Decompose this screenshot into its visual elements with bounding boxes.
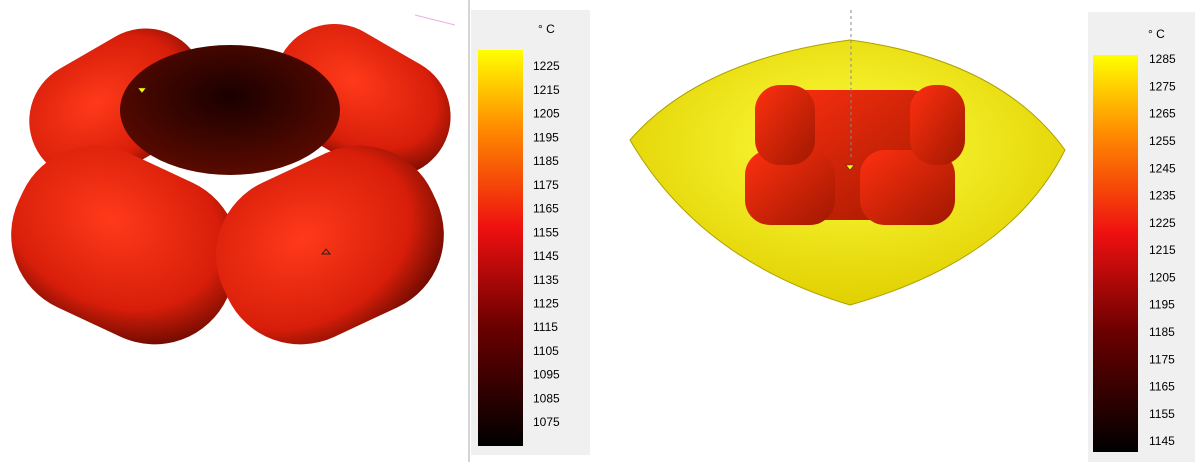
colorbar-left: ° C: [471, 10, 590, 455]
colorbar-tick-label: 1195: [1149, 298, 1175, 312]
colorbar-tick-label: 1165: [1149, 380, 1175, 394]
colorbar-tick-label: 1205: [1149, 270, 1176, 284]
colorbar-tick-label: 1095: [533, 368, 560, 382]
colorbar-tick-label: 1225: [1149, 216, 1176, 230]
colorbar-tick-label: 1085: [533, 391, 560, 405]
colorbar-tick-label: 1255: [1149, 134, 1176, 148]
colorbar-tick-label: 1205: [533, 107, 560, 121]
colorbar-tick-label: 1075: [533, 415, 560, 429]
colorbar-right: ° C: [1088, 12, 1195, 462]
colorbar-tick-label: 1235: [1149, 189, 1176, 203]
colorbar-tick-label: 1265: [1149, 107, 1176, 121]
colorbar-tick-label: 1115: [533, 320, 558, 334]
colorbar-tick-label: 1275: [1149, 79, 1176, 93]
colorbar-tick-label: 1225: [533, 59, 560, 73]
colorbar-tick-label: 1175: [533, 178, 559, 192]
colorbar-tick-label: 1105: [533, 344, 559, 358]
colorbar-tick-label: 1215: [1149, 243, 1176, 257]
colorbar-tick-label: 1165: [533, 202, 559, 216]
screen: ° C ° C 1225 1215 1205 1195 1185 1175 1165 1155…: [0, 0, 1195, 462]
colorbar-tick-label: 1285: [1149, 52, 1176, 66]
colorbar-tick-label: 1125: [533, 297, 559, 311]
colorbar-tick-label: 1195: [533, 130, 559, 144]
unit-label: ° C: [1148, 27, 1165, 41]
colorbar-tick-label: 1155: [533, 225, 559, 239]
colorbar-tick-label: 1185: [533, 154, 559, 168]
colorbar-tick-label: 1245: [1149, 161, 1176, 175]
colorbar-gradient: [1093, 55, 1138, 452]
colorbar-tick-label: 1145: [1149, 434, 1175, 448]
colorbar-tick-label: 1145: [533, 249, 559, 263]
colorbar-tick-label: 1175: [1149, 352, 1175, 366]
unit-label: ° C: [538, 22, 555, 36]
left-render: [0, 2, 473, 371]
colorbar-tick-label: 1135: [533, 273, 559, 287]
colorbar-tick-label: 1185: [1149, 325, 1175, 339]
colorbar-gradient: [478, 50, 523, 446]
right-render: [630, 10, 1065, 305]
colorbar-tick-label: 1215: [533, 83, 560, 97]
page: ° C ° C 1225 1215 1205 1195 1185 1175 1165 1155…: [0, 0, 1195, 462]
colorbar-tick-label: 1155: [1149, 407, 1175, 421]
